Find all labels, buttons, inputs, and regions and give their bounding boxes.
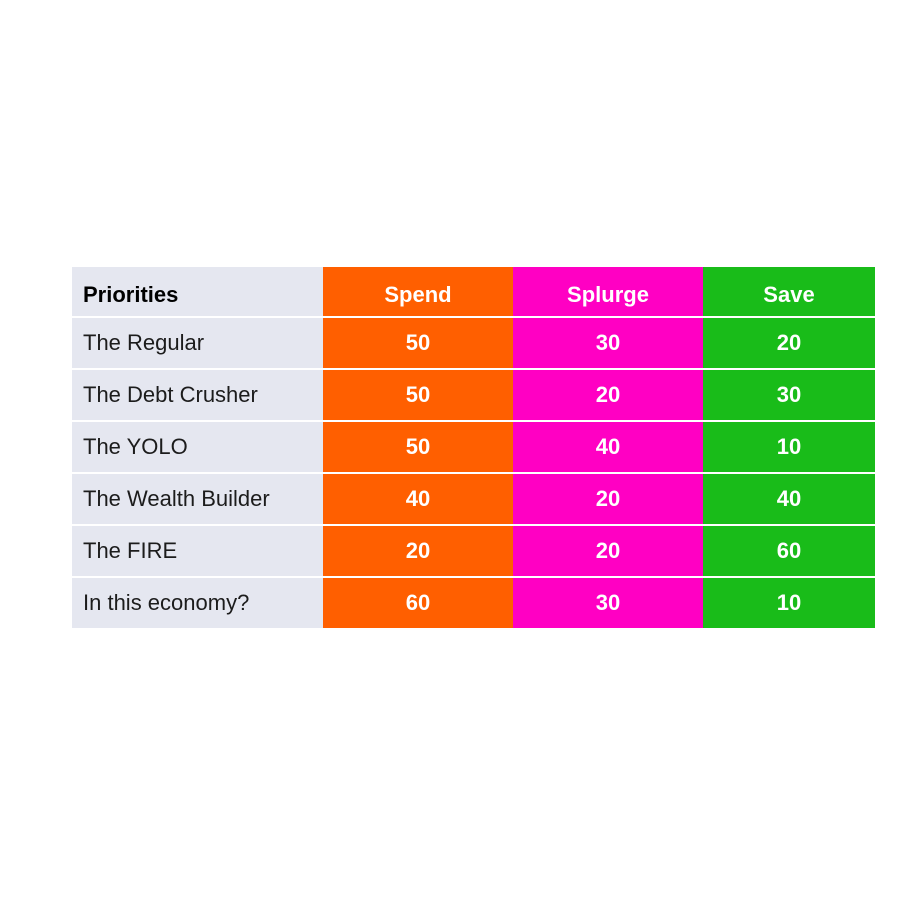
budget-split-table: Priorities Spend Splurge Save The Regula…	[72, 267, 875, 628]
table-row: The FIRE 20 20 60	[72, 524, 875, 577]
header-row: Priorities Spend Splurge Save	[72, 267, 875, 317]
row-label: The YOLO	[72, 420, 323, 473]
row-label: The Regular	[72, 316, 323, 369]
table-row: The Debt Crusher 50 20 30	[72, 368, 875, 421]
save-value: 60	[703, 524, 875, 577]
spend-value: 50	[323, 368, 513, 421]
save-value: 10	[703, 576, 875, 628]
splurge-value: 20	[513, 524, 703, 577]
splurge-value: 20	[513, 472, 703, 525]
table-row: The YOLO 50 40 10	[72, 420, 875, 473]
table-row: The Regular 50 30 20	[72, 316, 875, 369]
splurge-value: 40	[513, 420, 703, 473]
header-splurge: Splurge	[513, 267, 703, 317]
splurge-value: 30	[513, 576, 703, 628]
table-row: In this economy? 60 30 10	[72, 576, 875, 628]
splurge-value: 30	[513, 316, 703, 369]
spend-value: 50	[323, 316, 513, 369]
header-save: Save	[703, 267, 875, 317]
save-value: 40	[703, 472, 875, 525]
spend-value: 20	[323, 524, 513, 577]
spend-value: 50	[323, 420, 513, 473]
spend-value: 40	[323, 472, 513, 525]
row-label: The Debt Crusher	[72, 368, 323, 421]
spend-value: 60	[323, 576, 513, 628]
save-value: 20	[703, 316, 875, 369]
row-label: The FIRE	[72, 524, 323, 577]
table-row: The Wealth Builder 40 20 40	[72, 472, 875, 525]
header-spend: Spend	[323, 267, 513, 317]
save-value: 10	[703, 420, 875, 473]
splurge-value: 20	[513, 368, 703, 421]
header-priorities: Priorities	[72, 267, 323, 317]
save-value: 30	[703, 368, 875, 421]
row-label: In this economy?	[72, 576, 323, 628]
row-label: The Wealth Builder	[72, 472, 323, 525]
